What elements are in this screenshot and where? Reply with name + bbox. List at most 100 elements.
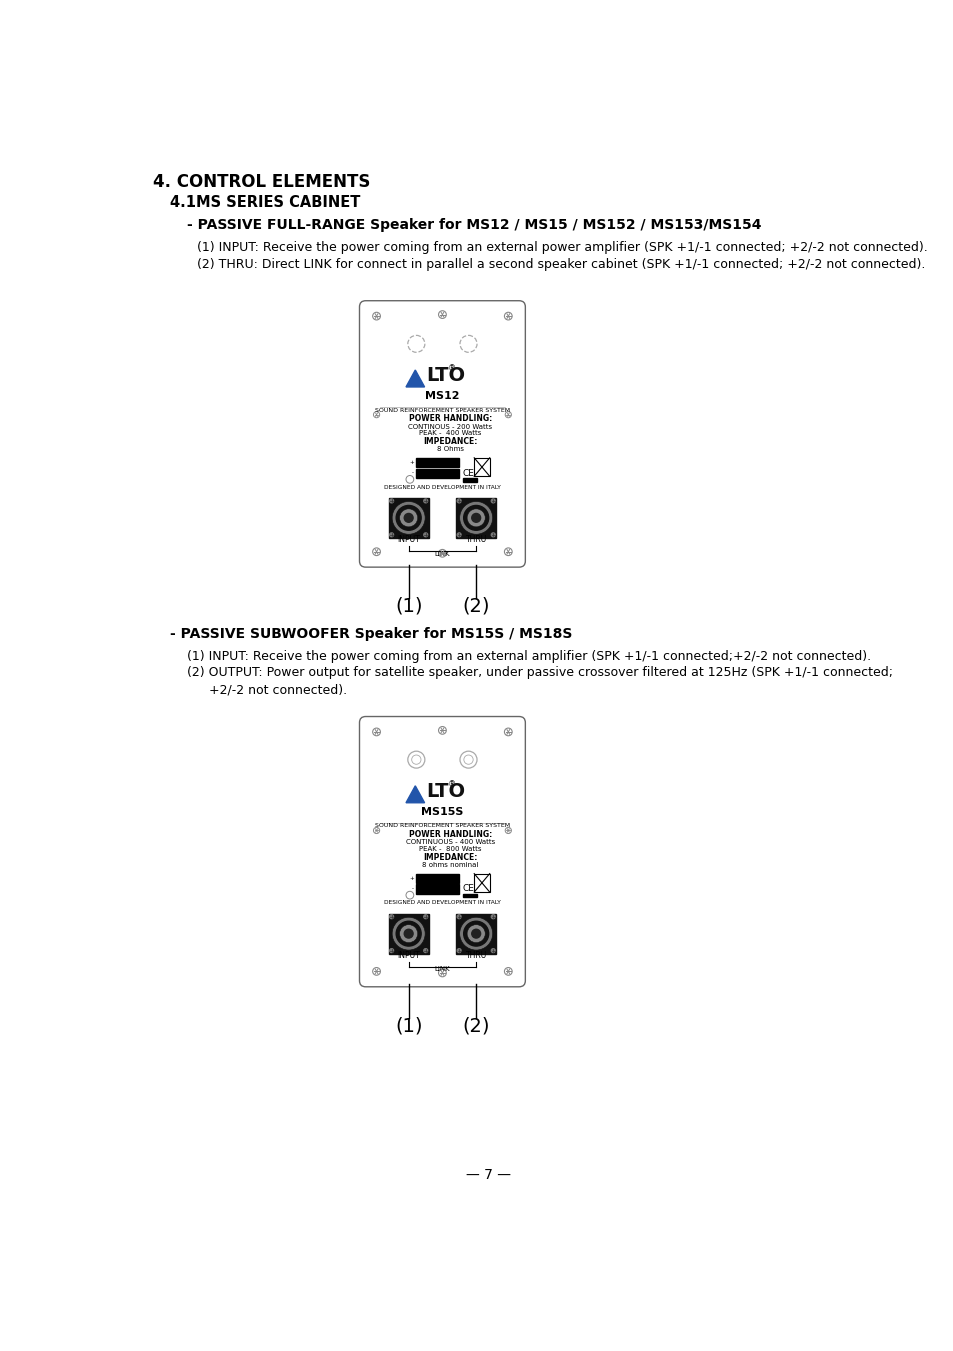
Text: 4. CONTROL ELEMENTS: 4. CONTROL ELEMENTS [153, 173, 371, 190]
Text: POWER HANDLING:: POWER HANDLING: [408, 830, 492, 839]
Text: (2) OUTPUT: Power output for satellite speaker, under passive crossover filtered: (2) OUTPUT: Power output for satellite s… [187, 666, 893, 680]
Text: (1) INPUT: Receive the power coming from an external amplifier (SPK +1/-1 connec: (1) INPUT: Receive the power coming from… [187, 650, 871, 662]
Bar [388, 497, 428, 538]
Bar [462, 478, 476, 482]
Circle shape [467, 509, 485, 527]
Circle shape [456, 915, 460, 919]
Circle shape [404, 929, 413, 938]
Text: +: + [409, 459, 414, 465]
Text: MS15S: MS15S [421, 807, 463, 817]
Text: THRU: THRU [465, 535, 486, 543]
Text: DESIGNED AND DEVELOPMENT IN ITALY: DESIGNED AND DEVELOPMENT IN ITALY [384, 900, 500, 905]
Circle shape [373, 549, 380, 555]
Circle shape [438, 550, 446, 557]
Text: INPUT: INPUT [396, 535, 419, 543]
Circle shape [373, 827, 379, 834]
Text: LINK: LINK [435, 551, 450, 557]
Bar [416, 874, 458, 882]
Bar [416, 469, 458, 478]
Text: 8 Ohms: 8 Ohms [436, 446, 463, 451]
FancyBboxPatch shape [359, 301, 525, 567]
Text: (2) THRU: Direct LINK for connect in parallel a second speaker cabinet (SPK +1/-: (2) THRU: Direct LINK for connect in par… [196, 258, 924, 272]
Text: (1) INPUT: Receive the power coming from an external power amplifier (SPK +1/-1 : (1) INPUT: Receive the power coming from… [196, 240, 926, 254]
Circle shape [392, 501, 425, 534]
Text: IMPEDANCE:: IMPEDANCE: [422, 436, 476, 446]
Text: - PASSIVE FULL-RANGE Speaker for MS12 / MS15 / MS152 / MS153/MS154: - PASSIVE FULL-RANGE Speaker for MS12 / … [187, 218, 761, 232]
Text: ®: ® [447, 780, 456, 789]
Bar [456, 497, 496, 538]
Text: SOUND REINFORCEMENT SPEAKER SYSTEM: SOUND REINFORCEMENT SPEAKER SYSTEM [375, 823, 510, 828]
Polygon shape [406, 786, 424, 802]
Circle shape [404, 513, 413, 523]
Circle shape [467, 924, 485, 943]
Bar [456, 913, 496, 954]
Circle shape [463, 505, 488, 531]
Text: (1): (1) [395, 597, 422, 616]
Text: 4.1MS SERIES CABINET: 4.1MS SERIES CABINET [171, 195, 360, 209]
Circle shape [389, 915, 394, 919]
Text: +2/-2 not connected).: +2/-2 not connected). [209, 684, 347, 696]
Text: MS12: MS12 [425, 392, 459, 401]
Circle shape [392, 917, 425, 950]
Circle shape [491, 532, 495, 536]
Circle shape [505, 827, 511, 834]
Circle shape [504, 967, 512, 975]
Circle shape [389, 948, 394, 952]
Circle shape [504, 312, 512, 320]
Circle shape [438, 727, 446, 734]
Text: ®: ® [447, 365, 456, 373]
Text: CONTINUOUS - 400 Watts: CONTINUOUS - 400 Watts [405, 839, 495, 846]
Circle shape [491, 915, 495, 919]
Circle shape [399, 924, 417, 943]
Circle shape [423, 499, 427, 503]
Text: LTO: LTO [426, 366, 465, 385]
Text: THRU: THRU [465, 951, 486, 959]
Text: (1): (1) [395, 1016, 422, 1035]
Bar [416, 458, 458, 467]
Circle shape [491, 948, 495, 952]
Circle shape [438, 969, 446, 977]
Circle shape [504, 549, 512, 555]
Text: 8 ohms nominal: 8 ohms nominal [421, 862, 477, 867]
Circle shape [505, 412, 511, 417]
Circle shape [456, 948, 460, 952]
Circle shape [373, 967, 380, 975]
Circle shape [389, 532, 394, 536]
Text: INPUT: INPUT [396, 951, 419, 959]
Circle shape [471, 929, 480, 938]
Text: -: - [412, 886, 414, 892]
Circle shape [491, 499, 495, 503]
Text: POWER HANDLING:: POWER HANDLING: [408, 413, 492, 423]
Polygon shape [406, 370, 424, 386]
Bar [388, 913, 428, 954]
Text: CONTINOUS - 200 Watts: CONTINOUS - 200 Watts [408, 424, 492, 430]
Text: - PASSIVE SUBWOOFER Speaker for MS15S / MS18S: - PASSIVE SUBWOOFER Speaker for MS15S / … [171, 627, 572, 640]
Text: IMPEDANCE:: IMPEDANCE: [422, 852, 476, 862]
Text: (2): (2) [462, 597, 490, 616]
Circle shape [438, 311, 446, 319]
Text: +: + [409, 875, 414, 881]
Circle shape [456, 532, 460, 536]
Circle shape [395, 505, 420, 531]
Circle shape [463, 921, 488, 946]
Text: PEAK -  800 Watts: PEAK - 800 Watts [418, 846, 481, 852]
Text: SOUND REINFORCEMENT SPEAKER SYSTEM: SOUND REINFORCEMENT SPEAKER SYSTEM [375, 408, 510, 412]
Text: DESIGNED AND DEVELOPMENT IN ITALY: DESIGNED AND DEVELOPMENT IN ITALY [384, 485, 500, 489]
Circle shape [456, 499, 460, 503]
Text: LINK: LINK [435, 966, 450, 973]
Circle shape [399, 509, 417, 527]
Circle shape [373, 412, 379, 417]
Circle shape [423, 948, 427, 952]
Text: LTO: LTO [426, 782, 465, 801]
Circle shape [395, 921, 420, 946]
Text: (2): (2) [462, 1016, 490, 1035]
Text: — 7 —: — 7 — [466, 1167, 511, 1182]
Circle shape [459, 501, 492, 534]
Bar [416, 885, 458, 893]
Circle shape [423, 532, 427, 536]
Text: -: - [412, 470, 414, 476]
Bar [462, 893, 476, 897]
Text: CE: CE [462, 885, 474, 893]
Circle shape [459, 917, 492, 950]
Circle shape [471, 513, 480, 523]
